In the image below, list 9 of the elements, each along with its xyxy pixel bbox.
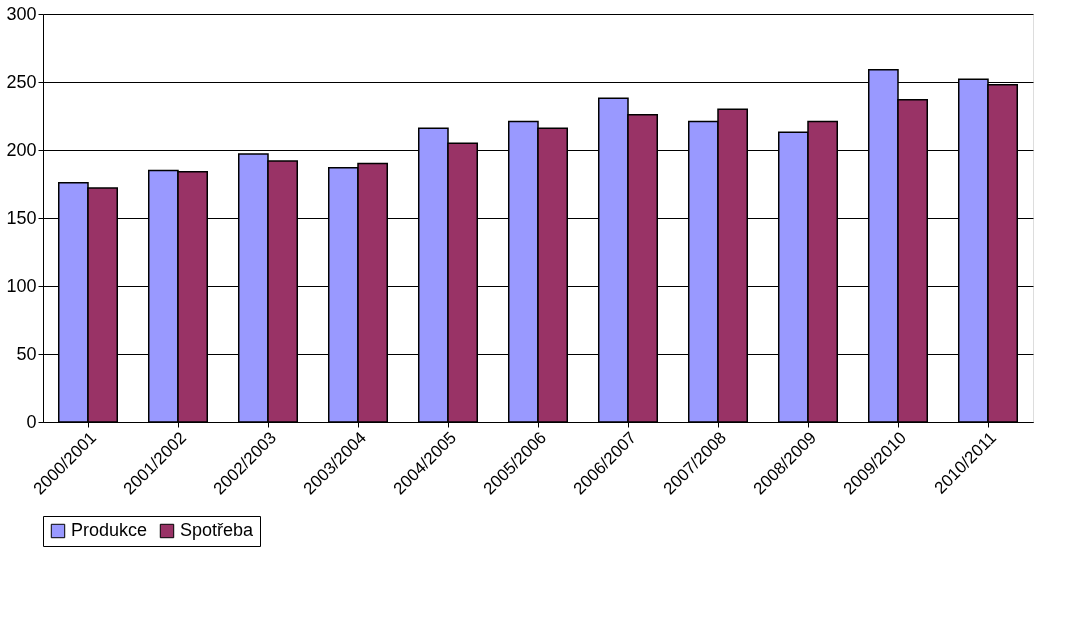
y-tick-label: 250 xyxy=(6,71,37,92)
y-tick-label: 300 xyxy=(6,3,37,24)
y-tick-label: 200 xyxy=(6,139,37,160)
legend-label: Spotřeba xyxy=(180,520,255,540)
y-tick-label: 50 xyxy=(16,343,37,364)
y-tick-label: 0 xyxy=(26,411,37,432)
y-tick-label: 100 xyxy=(6,275,37,296)
legend-label: Produkce xyxy=(71,520,148,540)
y-tick-label: 150 xyxy=(6,207,37,228)
